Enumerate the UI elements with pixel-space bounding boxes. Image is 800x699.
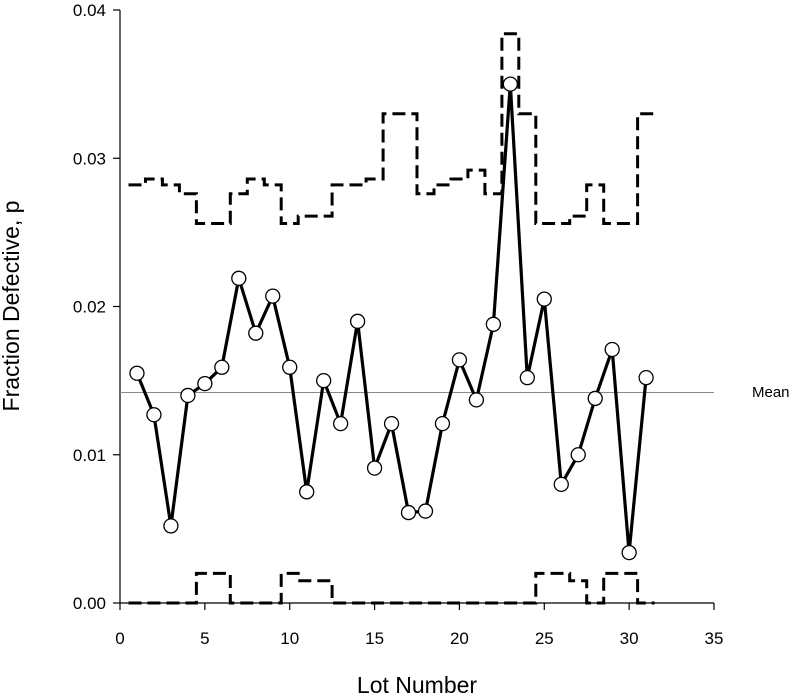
y-tick-label: 0.04 xyxy=(73,1,106,20)
data-point xyxy=(468,392,485,408)
x-tick-label: 15 xyxy=(365,629,384,648)
data-point xyxy=(265,288,281,304)
x-tick-label: 0 xyxy=(115,629,124,648)
x-tick-label: 10 xyxy=(280,629,299,648)
data-point xyxy=(299,484,315,500)
lower-control-limit xyxy=(128,571,655,605)
data-point xyxy=(536,291,552,307)
x-tick-label: 20 xyxy=(450,629,469,648)
x-tick-label: 35 xyxy=(705,629,724,648)
data-point xyxy=(332,415,349,432)
y-ticks: 0.00 0.01 0.02 0.03 0.04 xyxy=(73,1,120,613)
data-point xyxy=(502,76,518,92)
data-point xyxy=(163,518,179,534)
data-points xyxy=(129,76,654,561)
y-tick-label: 0.03 xyxy=(73,149,106,168)
y-tick-label: 0.02 xyxy=(73,298,106,317)
data-point xyxy=(400,504,417,521)
x-tick-label: 30 xyxy=(620,629,639,648)
data-point xyxy=(434,415,451,432)
series xyxy=(128,32,655,605)
data-point xyxy=(553,476,569,493)
y-tick-label: 0.00 xyxy=(73,594,106,613)
data-point xyxy=(570,447,586,463)
x-tick-label: 25 xyxy=(535,629,554,648)
data-point xyxy=(231,270,247,286)
data-point xyxy=(129,365,145,381)
mean-label: Mean xyxy=(752,384,790,401)
data-point xyxy=(383,415,400,432)
data-point xyxy=(197,375,213,392)
x-ticks: 0 5 10 15 20 25 30 35 xyxy=(115,603,723,648)
data-point xyxy=(621,544,637,561)
data-point xyxy=(366,460,383,476)
data-point xyxy=(349,313,366,329)
data-point xyxy=(214,359,230,375)
data-point xyxy=(417,503,434,519)
data-point xyxy=(282,359,298,375)
data-point xyxy=(146,407,162,423)
data-point xyxy=(519,370,535,386)
y-axis-title: Fraction Defective, p xyxy=(0,201,24,412)
data-point xyxy=(316,372,332,389)
data-point xyxy=(485,316,502,332)
y-tick-label: 0.01 xyxy=(73,446,106,465)
data-line xyxy=(135,82,648,555)
data-point xyxy=(604,341,620,358)
x-tick-label: 5 xyxy=(200,629,209,648)
data-point xyxy=(587,390,603,407)
data-point xyxy=(451,352,468,368)
data-point xyxy=(248,325,264,341)
upper-control-limit xyxy=(128,32,655,225)
data-point xyxy=(180,387,196,404)
x-axis-title: Lot Number xyxy=(357,672,478,698)
data-point xyxy=(638,370,654,386)
